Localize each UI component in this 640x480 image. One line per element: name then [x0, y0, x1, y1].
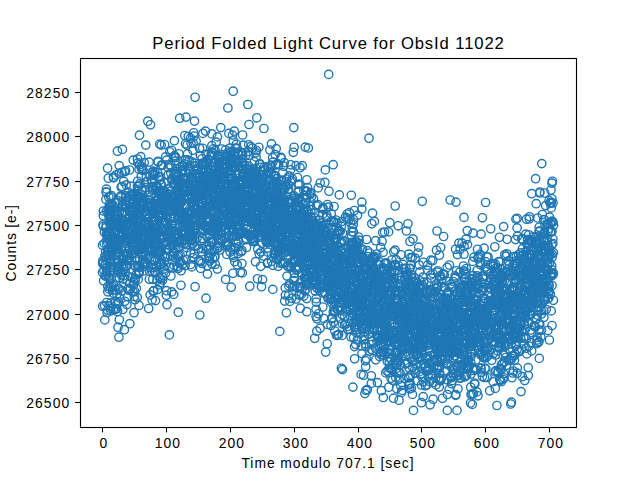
svg-text:700: 700 [538, 435, 564, 451]
svg-text:400: 400 [347, 435, 373, 451]
svg-text:27750: 27750 [26, 174, 70, 190]
svg-text:200: 200 [219, 435, 245, 451]
svg-text:500: 500 [410, 435, 436, 451]
svg-text:Time modulo 707.1 [sec]: Time modulo 707.1 [sec] [241, 455, 414, 471]
svg-text:27000: 27000 [26, 307, 70, 323]
svg-text:100: 100 [155, 435, 181, 451]
svg-text:27250: 27250 [26, 262, 70, 278]
svg-text:26500: 26500 [26, 395, 70, 411]
svg-text:Period Folded Light Curve for: Period Folded Light Curve for ObsId 1102… [152, 34, 504, 53]
svg-text:28250: 28250 [26, 85, 70, 101]
svg-text:Counts [e-]: Counts [e-] [3, 204, 19, 281]
svg-text:0: 0 [100, 435, 109, 451]
svg-text:600: 600 [474, 435, 500, 451]
svg-text:26750: 26750 [26, 351, 70, 367]
svg-text:300: 300 [283, 435, 309, 451]
svg-text:27500: 27500 [26, 218, 70, 234]
svg-text:28000: 28000 [26, 129, 70, 145]
